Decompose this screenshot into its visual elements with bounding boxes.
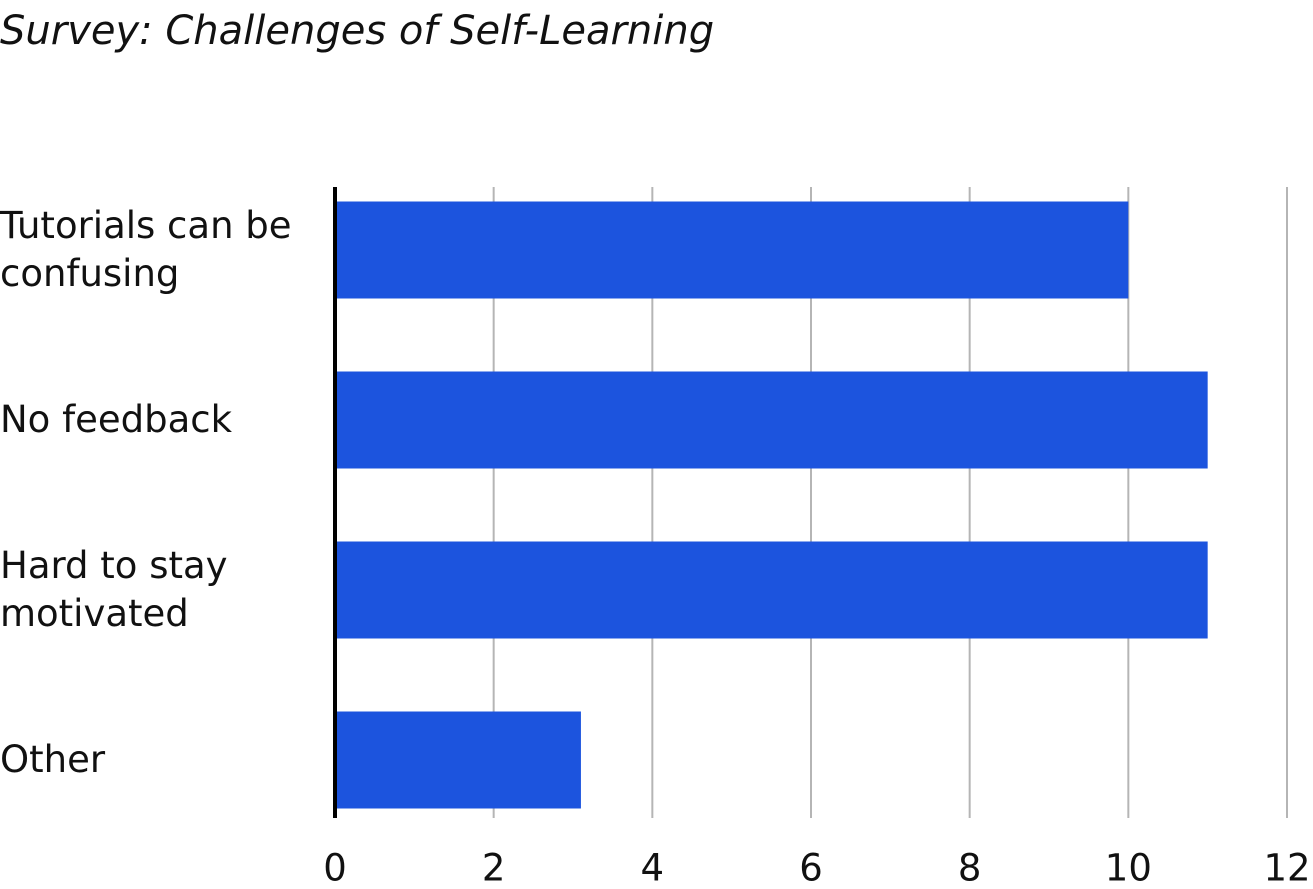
- x-tick-label: 4: [641, 847, 665, 889]
- x-tick-label: 6: [799, 847, 823, 889]
- y-tick-label: Hard to stay motivated: [0, 544, 228, 635]
- bar: [335, 711, 581, 809]
- x-tick-label: 10: [1105, 847, 1152, 889]
- y-tick-label: Tutorials can be confusing: [0, 204, 292, 295]
- y-tick-label: No feedback: [0, 398, 233, 441]
- x-tick-label: 8: [958, 847, 982, 889]
- bar: [335, 541, 1208, 639]
- x-tick-label: 12: [1263, 847, 1310, 889]
- bar: [335, 201, 1129, 299]
- x-tick-label: 0: [323, 847, 347, 889]
- y-tick-label: Other: [0, 738, 106, 781]
- x-tick-label: 2: [482, 847, 506, 889]
- chart-title: Survey: Challenges of Self-Learning: [0, 8, 715, 54]
- bar: [335, 371, 1208, 469]
